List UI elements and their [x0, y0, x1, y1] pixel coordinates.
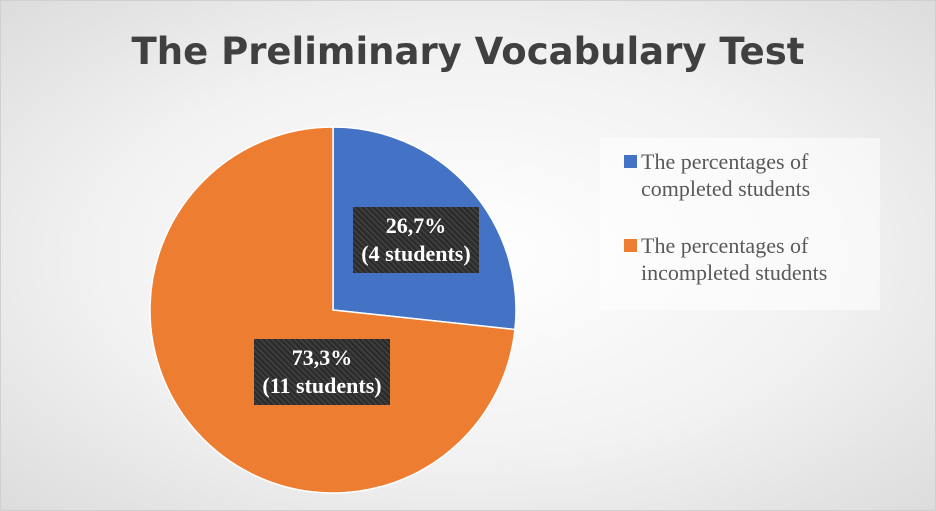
legend-item: The percentages of incompleted students: [624, 232, 869, 286]
legend-label: The percentages of incompleted students: [641, 233, 828, 285]
data-label-count: (11 students): [262, 373, 382, 398]
data-label-count: (4 students): [361, 241, 471, 266]
legend: The percentages of completed students The…: [600, 138, 880, 310]
data-label-value: 26,7%: [385, 213, 447, 238]
legend-item: The percentages of completed students: [624, 148, 869, 202]
chart-title: The Preliminary Vocabulary Test: [131, 30, 805, 73]
pie-slice: [149, 126, 516, 494]
data-label: 73,3% (11 students): [254, 339, 390, 405]
legend-swatch: [624, 155, 637, 168]
legend-label: The percentages of completed students: [641, 149, 811, 201]
data-label: 26,7% (4 students): [353, 207, 479, 273]
legend-swatch: [624, 239, 637, 252]
data-label-value: 73,3%: [291, 345, 353, 370]
